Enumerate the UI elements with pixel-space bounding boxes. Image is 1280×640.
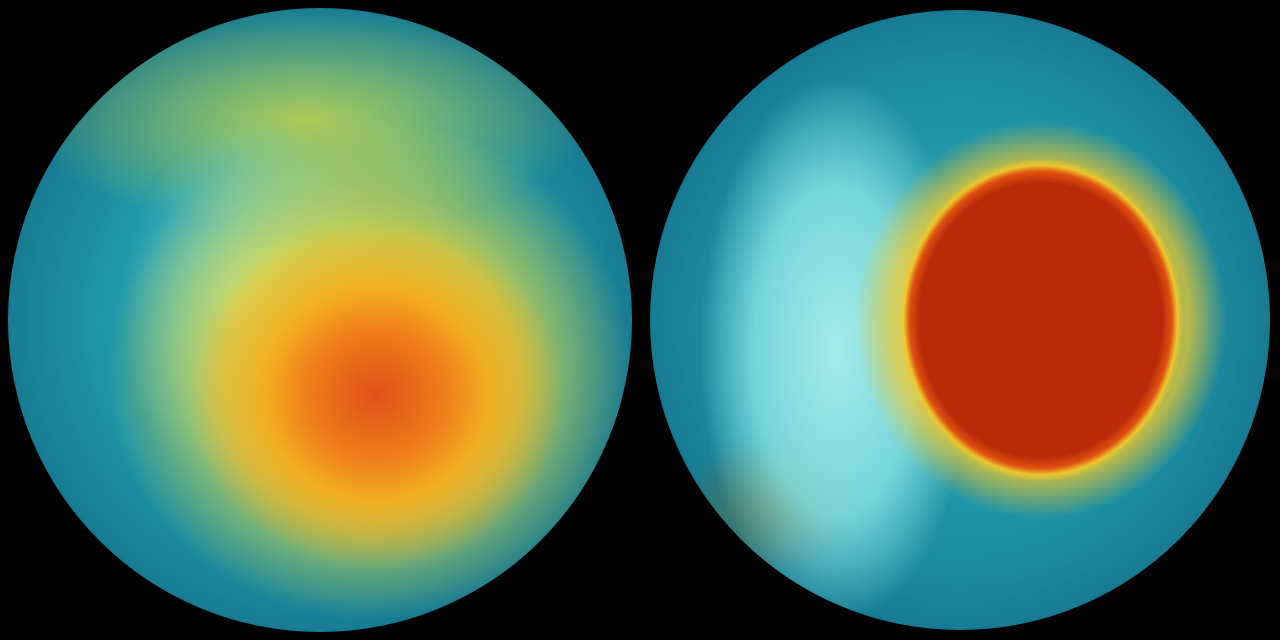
globe-right-limb-shading (650, 10, 1270, 630)
globe-left (8, 8, 632, 632)
globe-right (650, 10, 1270, 630)
globe-left-limb-shading (8, 8, 632, 632)
